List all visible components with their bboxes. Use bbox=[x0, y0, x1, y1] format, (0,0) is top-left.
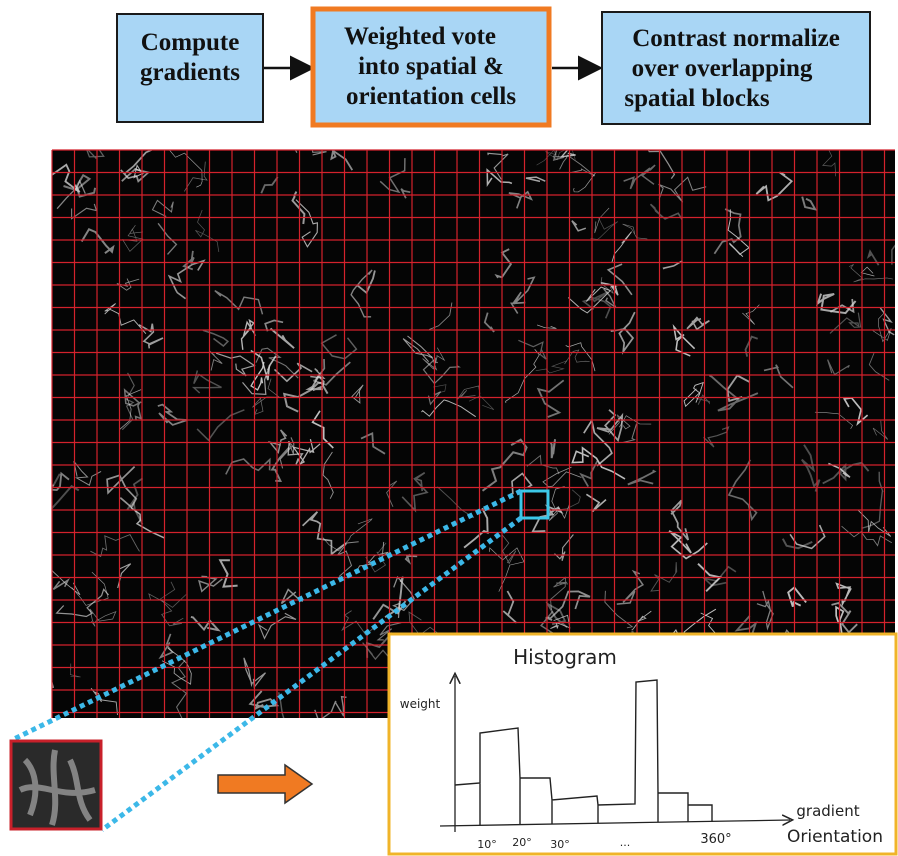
x-tick-label: ... bbox=[620, 836, 631, 849]
step-text: over overlapping bbox=[632, 55, 813, 82]
x-tick-label: 30° bbox=[550, 838, 570, 851]
step-text: orientation cells bbox=[346, 83, 516, 110]
diagram: Compute gradients Weighted vote into spa… bbox=[0, 0, 898, 856]
x-axis-label: gradient bbox=[796, 802, 859, 820]
y-axis-label: weight bbox=[400, 697, 441, 711]
x-tick-label: 360° bbox=[700, 832, 731, 847]
orange-arrow bbox=[218, 765, 312, 803]
histogram-title: Histogram bbox=[513, 645, 617, 669]
x-tick-label: 10° bbox=[477, 838, 497, 851]
step-text: gradients bbox=[140, 59, 240, 86]
x-axis-label: Orientation bbox=[787, 827, 883, 847]
step-text: spatial blocks bbox=[624, 85, 769, 112]
step-text: Contrast normalize bbox=[632, 25, 840, 52]
step-text: Compute bbox=[141, 29, 240, 56]
step-text: Weighted vote bbox=[344, 23, 496, 50]
x-tick-label: 20° bbox=[512, 836, 532, 849]
step-text: into spatial & bbox=[358, 53, 504, 80]
histogram-panel bbox=[389, 634, 896, 854]
